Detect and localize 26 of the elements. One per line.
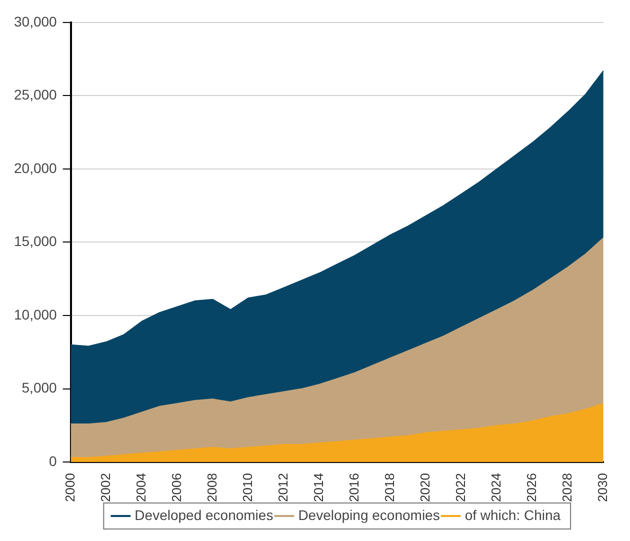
y-tick-label: 0	[49, 452, 58, 469]
x-tick-label: 2030	[594, 473, 610, 502]
x-tick-label: 2018	[382, 473, 397, 502]
x-tick-label: 2024	[488, 473, 504, 502]
y-tick-label: 5,000	[22, 380, 58, 396]
x-tick-label: 2002	[98, 473, 113, 502]
x-tick-label: 2000	[62, 473, 78, 502]
x-tick-label: 2010	[240, 473, 255, 502]
x-tick-label: 2022	[452, 473, 468, 502]
x-tick-label: 2028	[559, 473, 574, 502]
x-tick-label: 2020	[417, 473, 432, 502]
x-tick-label: 2012	[275, 473, 290, 502]
y-tick-label: 25,000	[14, 86, 58, 103]
legend-label: of which: China	[464, 506, 561, 523]
x-tick-label: 2008	[204, 473, 220, 502]
y-tick-label: 20,000	[14, 160, 58, 176]
x-tick-label: 2014	[310, 473, 326, 502]
x-tick-label: 2016	[346, 473, 362, 502]
y-tick-label: 30,000	[14, 13, 58, 30]
y-tick-label: 10,000	[14, 306, 58, 322]
legend-label: Developed economies	[134, 506, 274, 523]
x-tick-label: 2006	[168, 473, 184, 502]
y-tick-label: 15,000	[14, 233, 58, 250]
legend-label: Developing economies	[298, 506, 440, 523]
x-tick-label: 2004	[133, 473, 148, 502]
x-tick-label: 2026	[524, 473, 539, 502]
